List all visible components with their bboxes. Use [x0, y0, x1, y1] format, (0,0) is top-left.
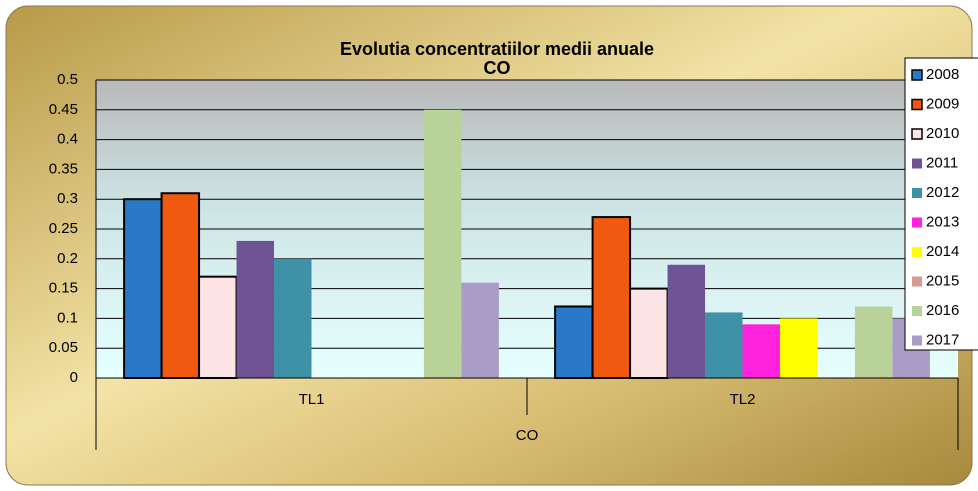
y-tick-label: 0.5 — [57, 71, 78, 88]
legend-swatch — [912, 276, 922, 287]
legend-label: 2015 — [926, 272, 959, 289]
legend-label: 2014 — [926, 243, 959, 260]
legend-swatch — [911, 128, 923, 140]
y-tick-label: 0.2 — [57, 250, 78, 267]
bar — [423, 109, 462, 379]
bar — [667, 264, 706, 378]
bar — [123, 198, 163, 379]
chart-subtitle: CO — [484, 58, 511, 78]
y-tick-label: 0.1 — [57, 309, 78, 326]
bar — [236, 240, 275, 378]
bar — [779, 318, 818, 378]
y-tick-label: 0.25 — [49, 220, 78, 237]
x-axis-label: CO — [516, 427, 539, 444]
bar — [274, 258, 312, 378]
legend-label: 2011 — [926, 154, 958, 171]
chart-title: Evolutia concentratiilor medii anuale — [340, 39, 654, 59]
bar — [160, 192, 201, 379]
x-tick-label: TL1 — [299, 391, 325, 408]
bar — [854, 306, 893, 378]
legend-swatch — [912, 306, 922, 316]
legend-label: 2013 — [926, 213, 959, 230]
y-tick-label: 0.45 — [49, 101, 78, 118]
legend-label: 2009 — [926, 95, 959, 112]
y-tick-label: 0.05 — [49, 339, 78, 356]
bar — [705, 312, 743, 378]
legend-swatch — [912, 188, 922, 198]
legend-swatch — [912, 247, 922, 257]
legend-swatch — [912, 335, 922, 346]
legend-swatch — [911, 69, 923, 81]
legend-label: 2016 — [926, 302, 959, 319]
bar — [198, 275, 238, 379]
bar — [742, 324, 780, 378]
bar — [461, 282, 499, 378]
legend-label: 2012 — [926, 184, 959, 201]
bar — [554, 305, 594, 380]
legend-swatch — [912, 217, 922, 228]
y-tick-label: 0 — [70, 369, 78, 386]
bar — [591, 216, 632, 379]
legend-label: 2010 — [926, 125, 959, 142]
legend-swatch — [911, 98, 923, 111]
legend-label: 2017 — [926, 331, 959, 348]
legend-label: 2008 — [926, 66, 959, 83]
legend-swatch — [912, 158, 922, 169]
y-tick-label: 0.15 — [49, 280, 78, 297]
bar — [629, 287, 669, 380]
x-tick-label: TL2 — [730, 391, 756, 408]
y-tick-label: 0.35 — [49, 160, 78, 177]
y-tick-label: 0.3 — [57, 190, 78, 207]
y-tick-label: 0.4 — [57, 131, 78, 148]
